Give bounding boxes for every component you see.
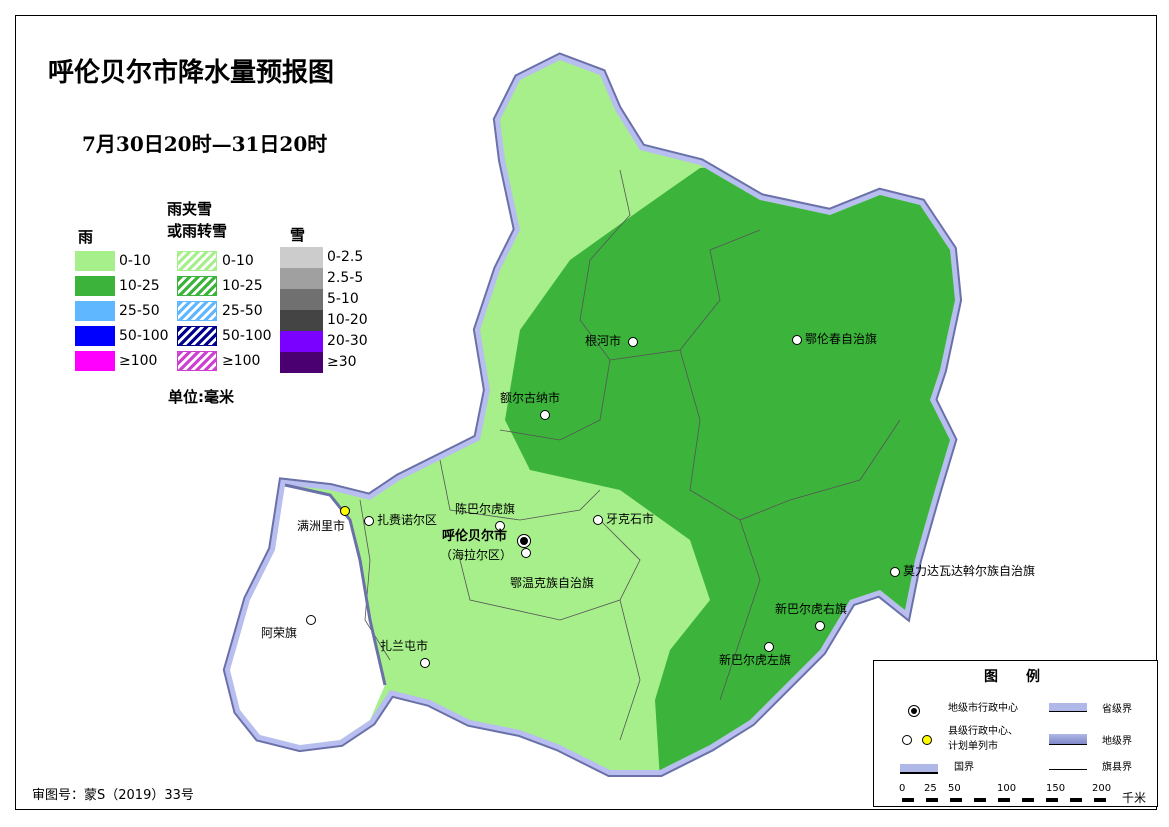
snow-swatch-label: 20-30	[327, 333, 368, 349]
snow-swatch-label: 2.5-5	[327, 270, 364, 286]
city-marker-icon[interactable]	[628, 337, 638, 347]
scale-tick-label: 0	[899, 783, 906, 794]
mixed-swatch-label: 0-10	[222, 253, 254, 269]
city-label: 莫力达瓦达斡尔族自治旗	[903, 564, 1036, 578]
rain-legend-title: 雨	[78, 228, 94, 246]
city-label: 新巴尔虎左旗	[719, 653, 792, 667]
mixed-swatch	[177, 326, 217, 346]
map-frame	[15, 15, 1157, 810]
city-label: 陈巴尔虎旗	[455, 502, 516, 516]
city-label: 根河市	[585, 334, 622, 348]
city-label: 扎兰屯市	[380, 639, 429, 653]
snow-swatch	[280, 268, 323, 289]
county-center-label-1: 县级行政中心、	[948, 726, 1018, 737]
mixed-swatch-label: 10-25	[222, 278, 263, 294]
snow-swatch	[280, 247, 323, 268]
map-legend: 图 例 地级市行政中心 县级行政中心、 计划单列市 国界 省级界 地级界 旗县界…	[873, 660, 1158, 807]
city-label: 扎赉诺尔区	[377, 513, 438, 527]
scale-bar	[902, 798, 1112, 802]
city-label: 新巴尔虎右旗	[775, 602, 848, 616]
city-marker-icon[interactable]	[815, 621, 825, 631]
county-center-label-2: 计划单列市	[948, 741, 998, 752]
snow-swatch	[280, 352, 323, 373]
city-marker-icon[interactable]	[364, 516, 374, 526]
city-marker-icon[interactable]	[495, 521, 505, 531]
rain-swatch-label: ≥100	[119, 353, 158, 369]
city-label: 鄂温克族自治旗	[510, 576, 595, 590]
snow-swatch-label: 10-20	[327, 312, 368, 328]
snow-swatch-label: ≥30	[327, 354, 357, 370]
scale-tick-label: 100	[997, 783, 1017, 794]
city-label: 额尔古纳市	[500, 391, 561, 405]
approval-number: 审图号：蒙S（2019）33号	[32, 788, 194, 803]
mixed-legend-title-2: 或雨转雪	[167, 222, 228, 240]
city-marker-icon[interactable]	[540, 410, 550, 420]
city-label: 阿荣旗	[261, 626, 298, 640]
prefecture-center-label: 地级市行政中心	[948, 703, 1018, 714]
map-subtitle: 7月30日20时—31日20时	[82, 132, 328, 156]
mixed-swatch	[177, 301, 217, 321]
scale-tick-label: 150	[1046, 783, 1066, 794]
city-label: 鄂伦春自治旗	[805, 332, 878, 346]
rain-swatch-label: 25-50	[119, 303, 160, 319]
snow-swatch-label: 5-10	[327, 291, 359, 307]
prefecture-center-icon[interactable]	[517, 534, 531, 548]
unit-label: 单位:毫米	[168, 388, 234, 406]
city-marker-icon[interactable]	[420, 658, 430, 668]
national-border-west	[284, 483, 387, 686]
scale-tick-label: 25	[924, 783, 937, 794]
rain-swatch	[75, 301, 115, 321]
snow-swatch	[280, 289, 323, 310]
county-border-label: 旗县界	[1102, 762, 1132, 773]
scale-tick-label: 50	[948, 783, 961, 794]
city-marker-icon[interactable]	[340, 506, 350, 516]
prefecture-center-icon	[908, 705, 920, 717]
mixed-swatch	[177, 251, 217, 271]
county-border-swatch	[1049, 769, 1087, 770]
scale-unit: 千米	[1122, 791, 1147, 805]
provincial-border-label: 省级界	[1102, 704, 1132, 715]
mixed-swatch	[177, 351, 217, 371]
rain-swatch-label: 50-100	[119, 328, 169, 344]
snow-swatch-label: 0-2.5	[327, 249, 364, 265]
national-border-swatch	[900, 764, 938, 774]
city-label: 满洲里市	[297, 519, 346, 533]
mixed-swatch-label: 50-100	[222, 328, 272, 344]
city-marker-icon[interactable]	[764, 642, 774, 652]
county-borders	[359, 169, 901, 741]
snow-legend-title: 雪	[290, 226, 306, 244]
rain-swatch-label: 10-25	[119, 278, 160, 294]
scale-tick-label: 200	[1092, 783, 1112, 794]
mixed-legend-title-1: 雨夹雪	[167, 200, 213, 218]
planned-city-icon	[922, 735, 932, 745]
city-marker-icon[interactable]	[792, 335, 802, 345]
national-border-label: 国界	[954, 762, 974, 773]
city-marker-icon[interactable]	[593, 515, 603, 525]
provincial-border-swatch	[1049, 703, 1087, 712]
prefecture-border-swatch	[1049, 734, 1087, 745]
snow-swatch	[280, 310, 323, 331]
rain-swatch	[75, 326, 115, 346]
city-label: 呼伦贝尔市	[442, 529, 508, 544]
rain-swatch	[75, 276, 115, 296]
mixed-swatch-label: ≥100	[222, 353, 261, 369]
snow-swatch	[280, 331, 323, 352]
mixed-swatch-label: 25-50	[222, 303, 263, 319]
rain-swatch	[75, 351, 115, 371]
city-marker-icon[interactable]	[521, 548, 531, 558]
legend-title: 图 例	[984, 669, 1040, 685]
city-label: （海拉尔区）	[440, 548, 513, 562]
county-center-icon	[902, 735, 912, 745]
rain-swatch	[75, 251, 115, 271]
city-marker-icon[interactable]	[306, 615, 316, 625]
mixed-swatch	[177, 276, 217, 296]
city-marker-icon[interactable]	[890, 567, 900, 577]
city-label: 牙克石市	[606, 512, 655, 526]
prefecture-border-label: 地级界	[1102, 736, 1132, 747]
map-title: 呼伦贝尔市降水量预报图	[48, 58, 335, 88]
rain-swatch-label: 0-10	[119, 253, 151, 269]
